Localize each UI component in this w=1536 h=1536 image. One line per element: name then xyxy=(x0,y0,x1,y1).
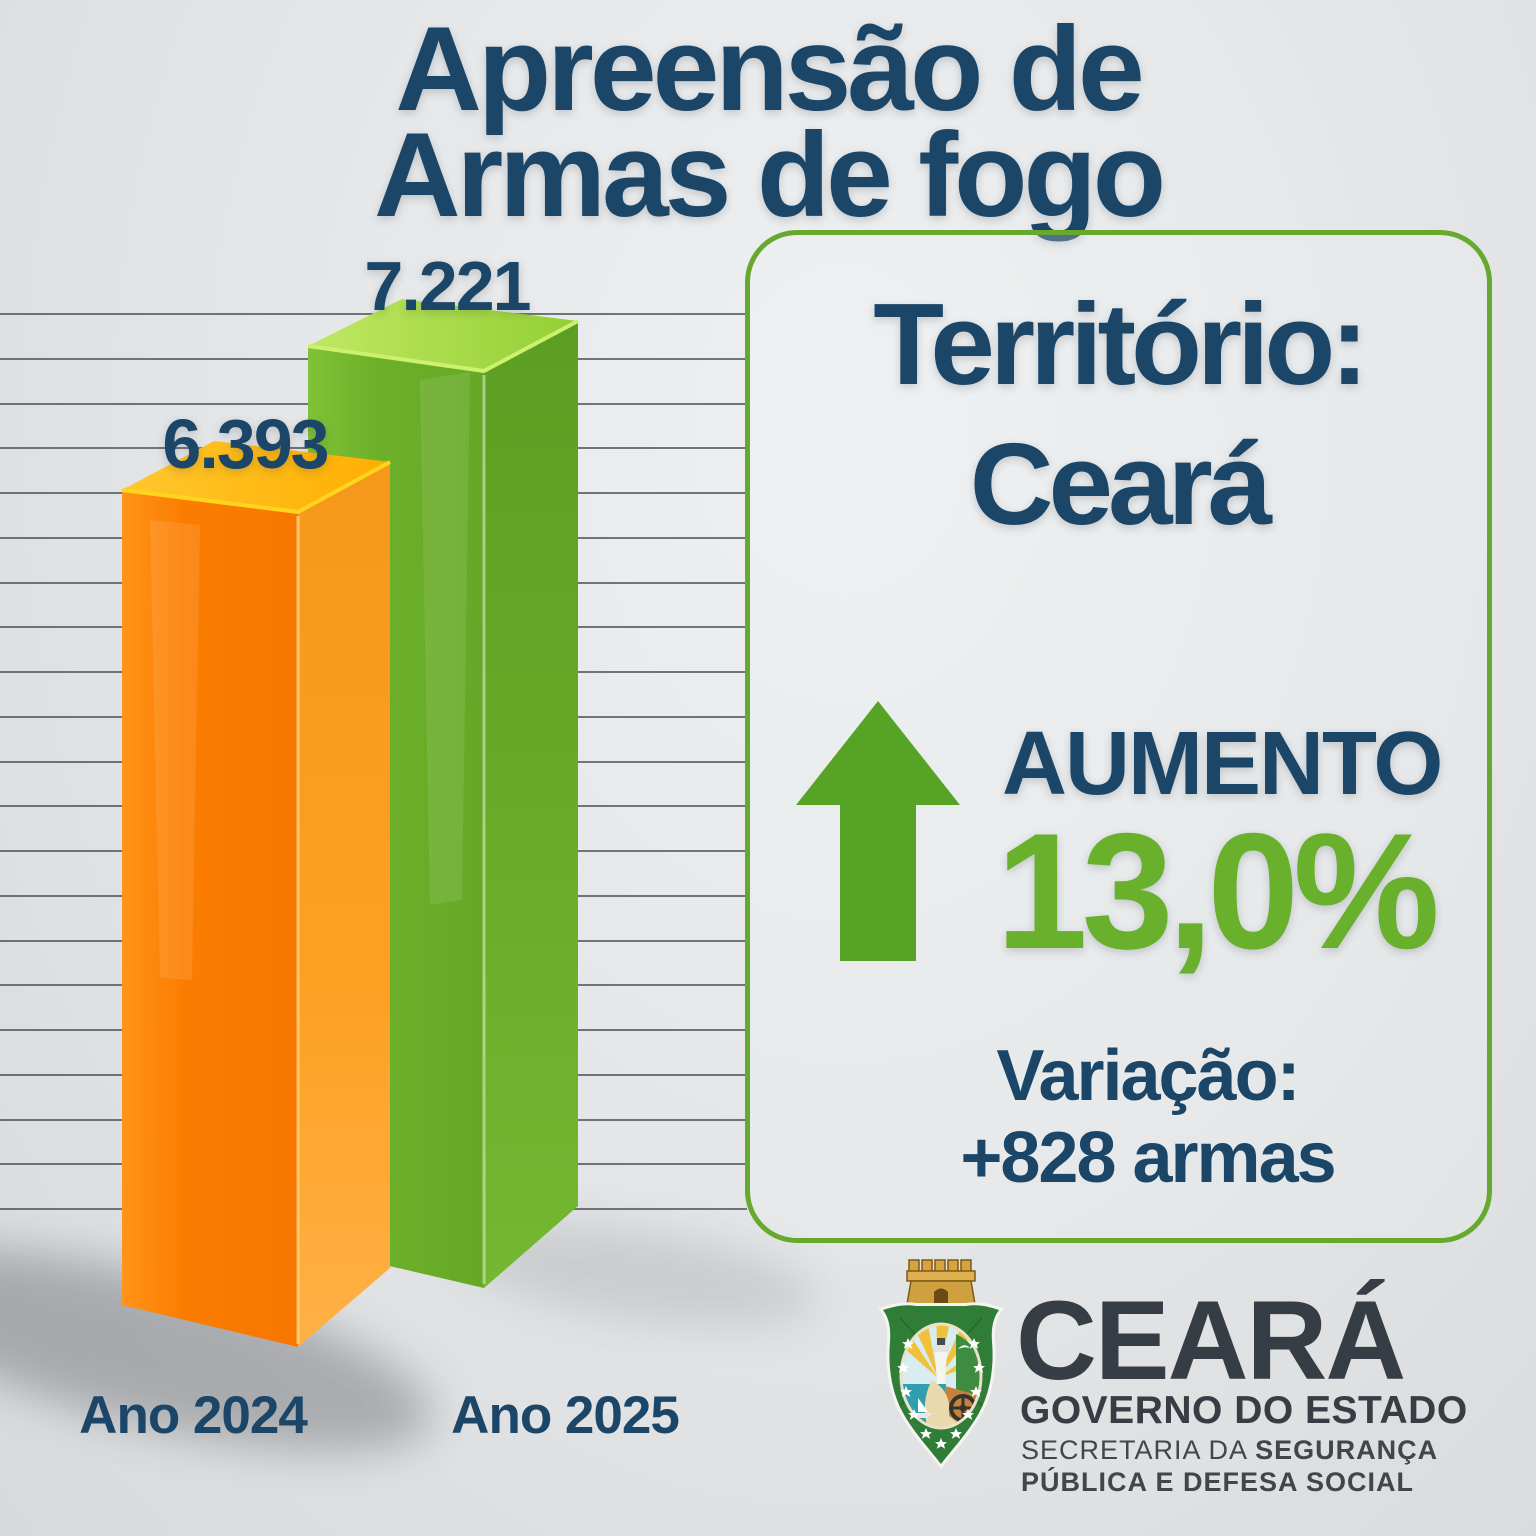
ceara-coat-of-arms-icon xyxy=(878,1259,1004,1469)
bar-value-2025: 7.221 xyxy=(364,247,531,325)
axis-label-2025: Ano 2025 xyxy=(451,1386,680,1445)
page-title: Apreensão de Armas de fogo xyxy=(0,2,1536,242)
logo-secretary-prefix: SECRETARIA DA xyxy=(1021,1435,1256,1465)
arrow-up-icon xyxy=(796,701,960,961)
logo-secretary-bold: SEGURANÇA xyxy=(1255,1435,1439,1465)
logo-government-subtitle: GOVERNO DO ESTADO xyxy=(1020,1389,1468,1432)
bar-2024 xyxy=(121,441,391,1347)
bar-value-2024: 6.393 xyxy=(162,405,329,483)
variation-label: Variação: xyxy=(996,1036,1300,1116)
increase-label: AUMENTO xyxy=(1002,714,1443,814)
territory-name: Ceará xyxy=(969,419,1272,549)
page-title-line1: Apreensão de xyxy=(395,2,1145,136)
page-title-line2: Armas de fogo xyxy=(373,108,1166,242)
logo-state-name: CEARÁ xyxy=(1016,1278,1406,1403)
shield-stars xyxy=(897,1338,985,1449)
logo-secretary-line1: SECRETARIA DA SEGURANÇA xyxy=(1021,1437,1438,1464)
axis-label-2024: Ano 2024 xyxy=(79,1386,308,1445)
territory-label: Território: xyxy=(873,279,1369,409)
bar-shadows xyxy=(0,1223,819,1452)
variation-value: +828 armas xyxy=(960,1118,1336,1198)
increase-percent: 13,0% xyxy=(996,799,1440,983)
territory-info-panel: Território: Ceará AUMENTO 13,0% Variação… xyxy=(745,230,1492,1243)
logo-secretary-line2: PÚBLICA E DEFESA SOCIAL xyxy=(1021,1467,1415,1497)
